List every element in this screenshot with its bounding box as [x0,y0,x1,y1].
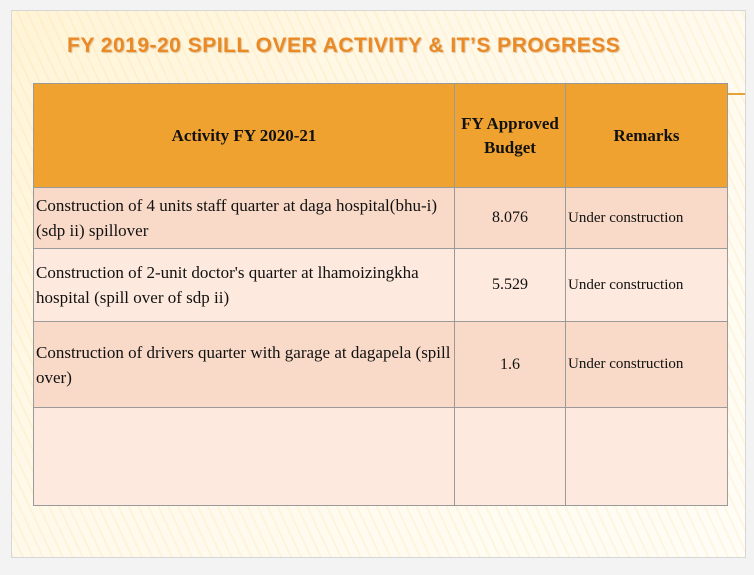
activity-cell [33,407,455,506]
remarks-cell: Under construction [565,187,728,249]
activity-cell: Construction of 4 units staff quarter at… [33,187,455,249]
header-remarks: Remarks [565,83,728,188]
budget-cell: 8.076 [454,187,566,249]
spillover-table: Activity FY 2020-21 FY Approved Budget R… [33,83,728,506]
budget-cell: 1.6 [454,321,566,408]
header-budget: FY Approved Budget [454,83,566,188]
table-row: Construction of 2-unit doctor's quarter … [33,248,728,322]
budget-cell: 5.529 [454,248,566,322]
slide-title: FY 2019-20 SPILL OVER ACTIVITY & IT’S PR… [67,34,621,57]
budget-cell [454,407,566,506]
activity-cell: Construction of drivers quarter with gar… [33,321,455,408]
table-row [33,407,728,506]
remarks-cell: Under construction [565,248,728,322]
slide: FY 2019-20 SPILL OVER ACTIVITY & IT’S PR… [11,10,746,558]
decorative-line [722,93,745,95]
header-activity: Activity FY 2020-21 [33,83,455,188]
remarks-cell [565,407,728,506]
table-header-row: Activity FY 2020-21 FY Approved Budget R… [33,83,728,188]
remarks-cell: Under construction [565,321,728,408]
table-row: Construction of drivers quarter with gar… [33,321,728,408]
table-row: Construction of 4 units staff quarter at… [33,187,728,249]
activity-cell: Construction of 2-unit doctor's quarter … [33,248,455,322]
